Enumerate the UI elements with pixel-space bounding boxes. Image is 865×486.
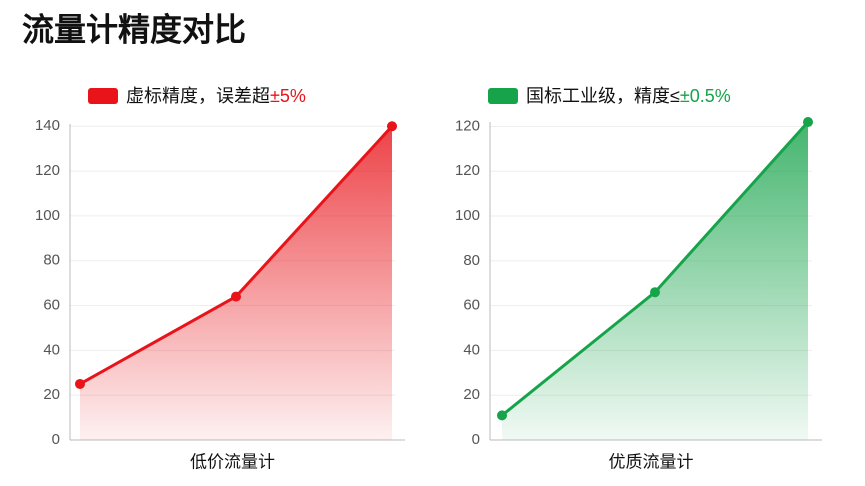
legend-highlight: ±5% [270, 86, 306, 106]
y-tick-label: 80 [463, 252, 480, 269]
y-tick-label: 100 [35, 207, 60, 224]
point [75, 378, 85, 389]
y-tick-label: 0 [472, 431, 480, 448]
point [803, 117, 813, 127]
y-tick-label: 60 [43, 297, 60, 314]
area [80, 126, 392, 440]
x-axis-label: 低价流量计 [190, 452, 275, 471]
legend-label: 虚标精度，误差超±5% [126, 86, 306, 106]
y-tick-label: 120 [455, 117, 480, 134]
y-tick-label: 0 [52, 431, 60, 448]
legend-name: 国标工业级，精度≤ [526, 86, 680, 106]
point [231, 291, 241, 302]
page-title: 流量计精度对比 [22, 11, 246, 47]
y-tick-label: 80 [43, 252, 60, 269]
point [387, 121, 397, 132]
y-tick-label: 100 [455, 207, 480, 224]
point [497, 410, 507, 421]
legend-highlight: ±0.5% [680, 86, 731, 106]
x-axis-label: 优质流量计 [609, 452, 694, 471]
legend-label: 国标工业级，精度≤±0.5% [526, 86, 731, 106]
y-tick-label: 120 [35, 162, 60, 179]
legend-name: 虚标精度，误差超 [126, 86, 270, 106]
legend-swatch [88, 88, 118, 104]
y-tick-label: 40 [463, 341, 480, 358]
y-tick-label: 120 [455, 162, 480, 179]
legend-swatch [488, 88, 518, 104]
y-tick-label: 20 [43, 386, 60, 403]
point [650, 287, 660, 298]
y-tick-label: 60 [463, 297, 480, 314]
y-tick-label: 40 [43, 341, 60, 358]
area [502, 122, 808, 440]
y-tick-label: 140 [35, 117, 60, 134]
y-tick-label: 20 [463, 386, 480, 403]
